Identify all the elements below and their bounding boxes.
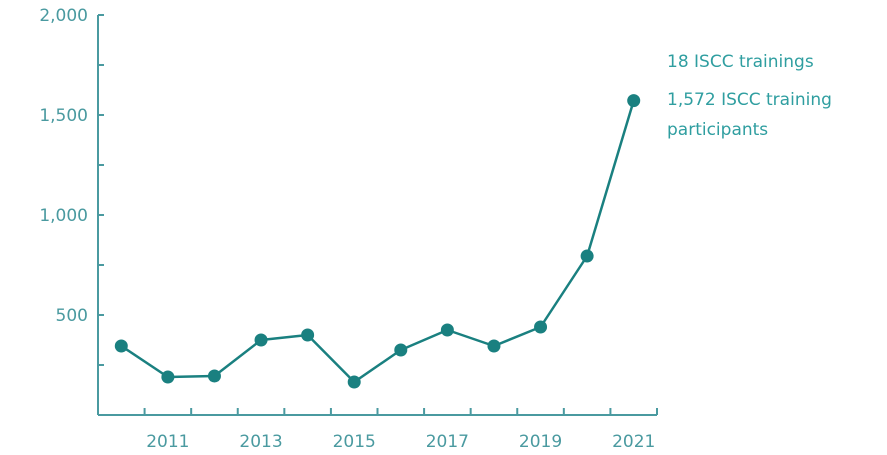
- x-tick-label: 2017: [426, 432, 469, 452]
- x-tick-label: 2013: [239, 432, 282, 452]
- data-point: [301, 328, 315, 342]
- y-tick-label: 1,000: [39, 206, 88, 226]
- data-point: [394, 343, 408, 357]
- data-point: [534, 320, 548, 334]
- data-point: [580, 249, 594, 263]
- data-point: [161, 370, 175, 384]
- data-point: [627, 94, 641, 108]
- x-tick-label: 2021: [612, 432, 655, 452]
- x-tick-label: 2011: [146, 432, 189, 452]
- x-axis: 2011 2013 2015 2017 2019 2021: [98, 408, 658, 452]
- data-point: [114, 339, 128, 353]
- series-line: [120, 100, 635, 384]
- annotation-group: 18 ISCC trainings 1,572 ISCC training pa…: [667, 52, 832, 140]
- y-axis: 500 1,000 1,500 2,000: [39, 6, 104, 415]
- annotation-participants-line2: participants: [667, 120, 768, 140]
- series-group: [114, 94, 641, 389]
- data-point: [347, 375, 361, 389]
- y-tick-label: 1,500: [39, 106, 88, 126]
- data-point: [254, 333, 268, 347]
- data-point: [440, 323, 454, 337]
- x-tick-label: 2015: [333, 432, 376, 452]
- y-tick-label: 500: [56, 306, 88, 326]
- y-tick-label: 2,000: [39, 6, 88, 26]
- data-point: [207, 369, 221, 383]
- data-point: [487, 339, 501, 353]
- x-tick-label: 2019: [519, 432, 562, 452]
- annotation-trainings: 18 ISCC trainings: [667, 52, 814, 72]
- annotation-participants-line1: 1,572 ISCC training: [667, 90, 832, 110]
